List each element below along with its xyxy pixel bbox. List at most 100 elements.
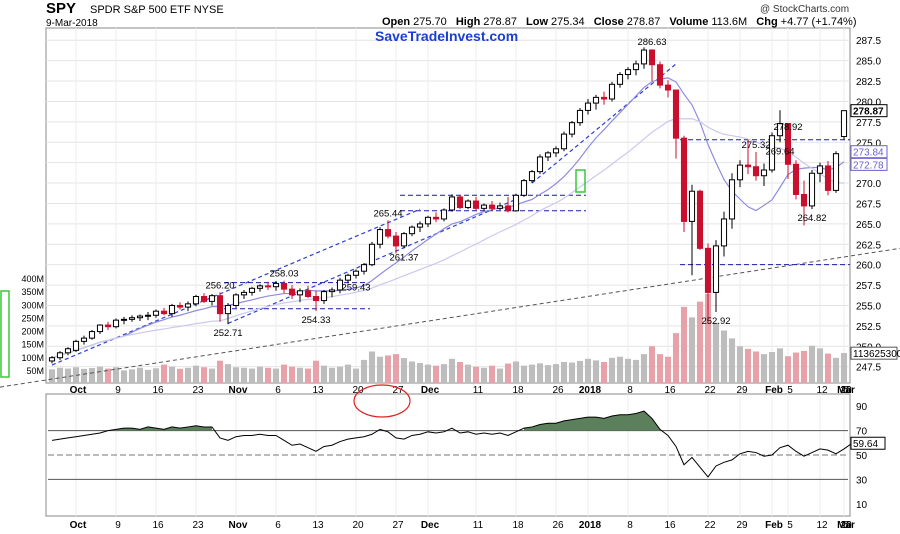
volume-highlight-box [0,290,10,378]
candle-body [328,289,336,293]
candle-body [632,63,640,71]
volume-bar [632,359,640,383]
volume-bar [512,361,520,383]
volume-tick-label: 300M [21,300,44,310]
volume-bar [64,368,72,383]
copyright-label: @ StockCharts.com [760,4,850,15]
date-tick-label: 13 [312,385,324,396]
date-tick-label: 8 [627,520,633,531]
rsi-value-label: 59.64 [853,439,878,450]
volume-bar [696,301,704,383]
volume-bar [576,360,584,383]
price-annotation: 254.33 [301,315,330,326]
candle-body [304,290,312,297]
date-tick-label: 16 [664,520,676,531]
candle-body [544,152,552,158]
candle-highlight-box [575,169,586,193]
volume-value-label: 113625300 [853,349,900,360]
candle-body [192,295,200,305]
date-tick-label: 16 [664,385,676,396]
price-annotation: 278.92 [773,122,802,133]
price-tick-label: 247.5 [856,363,881,374]
candle-body [176,304,184,308]
volume-bar [672,333,680,383]
candle-body [120,318,128,321]
price-tick-label: 257.5 [856,281,881,292]
date-tick-label: 18 [512,520,524,531]
candle-body [680,137,688,222]
rsi-tick-label: 10 [856,500,868,511]
candle-body [760,169,768,177]
date-tick-label: 20 [352,385,364,396]
security-name-text: SPDR S&P 500 ETF [90,4,191,16]
candle-body [352,270,360,276]
candle-body [696,190,704,249]
candle-body [568,122,576,135]
date-tick-label: 27 [392,520,404,531]
volume-bar [520,365,528,383]
volume-bar [304,368,312,383]
volume-bar [264,367,272,383]
volume-bar [328,367,336,383]
volume-bar [336,366,344,383]
candle-body [480,204,488,209]
volume-bar [816,348,824,383]
volume-bar [808,345,816,383]
price-tick-label: 255.0 [856,301,881,312]
candle-body [472,200,480,209]
volume-bar [144,369,152,383]
candle-body [72,340,80,351]
exchange-label: NYSE [193,4,224,16]
volume-bar [216,360,224,383]
candle-body [600,96,608,100]
candlesticks [48,47,848,364]
price-tick-label: 262.5 [856,240,881,251]
volume-bar [384,355,392,383]
price-tick-label: 252.5 [856,322,881,333]
candle-body [608,83,616,100]
close-value: 278.87 [626,16,661,28]
volume-bar [768,352,776,383]
volume-bar [352,368,360,383]
candle-body [136,315,144,319]
rsi-tick-label: 70 [856,427,868,438]
security-name: SPDR S&P 500 ETF NYSE [90,4,224,16]
volume-bars [48,293,848,383]
candle-body [368,243,376,266]
candle-body [168,304,176,315]
volume-bar [832,357,840,383]
date-tick-label: 16 [152,385,164,396]
volume-bar [432,365,440,383]
volume-tick-label: 400M [21,274,44,284]
volume-bar [160,364,168,383]
price-tick-label: 285.0 [856,57,881,68]
volume-bar [296,367,304,383]
volume-bar [656,354,664,383]
volume-bar [424,364,432,383]
rsi-tick-label: 50 [856,451,868,462]
candle-body [592,96,600,104]
date-tick-label: 6 [275,520,281,531]
candle-body [552,148,560,154]
candle-body [728,179,736,220]
candle-body [808,172,816,207]
uptrend-line [531,63,677,184]
candle-body [536,156,544,173]
price-tick-label: 280.0 [856,97,881,108]
date-tick-label: Feb [765,520,783,531]
volume-bar [640,354,648,383]
candle-body [840,110,848,138]
volume-bar [288,366,296,383]
gridlines [46,28,850,516]
chart-markup [0,169,586,418]
candle-body [208,295,216,302]
volume-bar [760,354,768,383]
volume-tick-label: 50M [26,366,44,376]
volume-bar [272,368,280,383]
close-label: Close [593,16,624,28]
date-tick-label: 6 [275,385,281,396]
slow-ma-line [51,117,845,359]
date-tick-label: 20 [840,520,852,531]
candle-body [400,233,408,247]
